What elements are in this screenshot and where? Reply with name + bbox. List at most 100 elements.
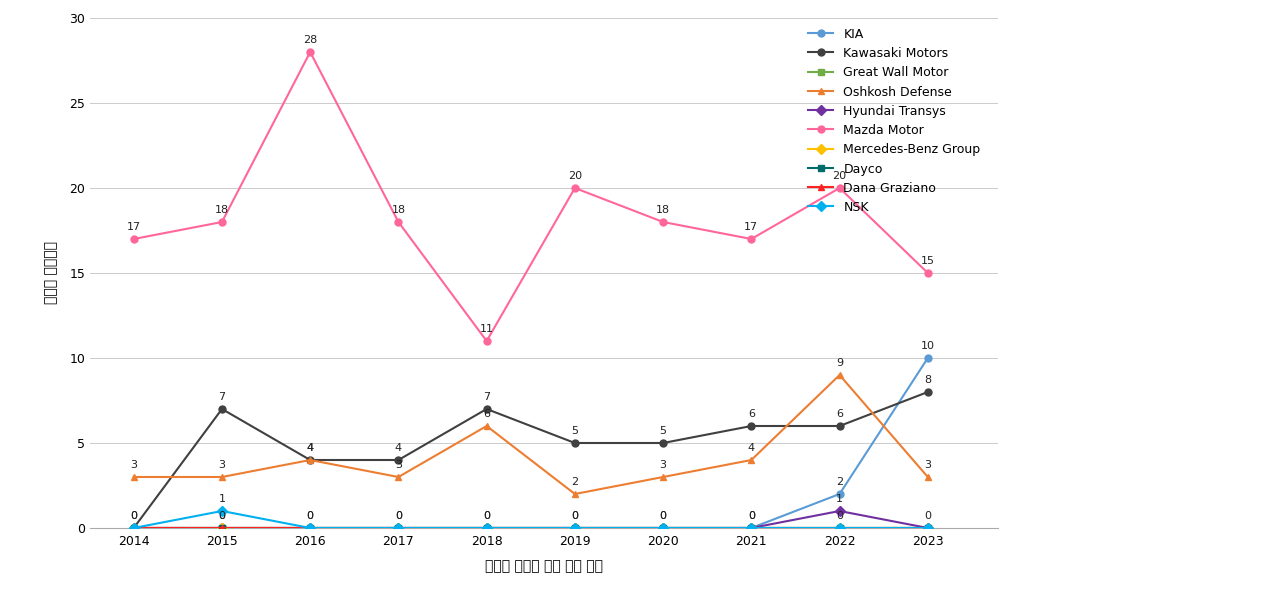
Text: 4: 4 bbox=[394, 443, 402, 453]
Text: 4: 4 bbox=[307, 443, 314, 453]
Text: 3: 3 bbox=[219, 460, 225, 470]
Mercedes-Benz Group bbox=[832, 524, 847, 532]
Mazda Motor bbox=[655, 218, 671, 226]
Oshkosh Defense bbox=[832, 371, 847, 379]
Line: Kawasaki Motors: Kawasaki Motors bbox=[131, 389, 932, 532]
Text: 0: 0 bbox=[836, 511, 844, 521]
Dayco bbox=[302, 524, 317, 532]
NSK bbox=[567, 524, 582, 532]
Kawasaki Motors bbox=[390, 457, 406, 464]
Kawasaki Motors bbox=[920, 388, 936, 395]
Text: 0: 0 bbox=[219, 511, 225, 521]
Mazda Motor bbox=[125, 235, 141, 242]
Text: 2: 2 bbox=[571, 477, 579, 487]
Mercedes-Benz Group bbox=[744, 524, 759, 532]
NSK bbox=[390, 524, 406, 532]
Hyundai Transys bbox=[655, 524, 671, 532]
Dayco bbox=[920, 524, 936, 532]
Text: 8: 8 bbox=[924, 375, 932, 385]
Dana Graziano bbox=[214, 524, 229, 532]
Dana Graziano bbox=[655, 524, 671, 532]
Hyundai Transys bbox=[390, 524, 406, 532]
X-axis label: 심사관 피인용 특허 발행 연도: 심사관 피인용 특허 발행 연도 bbox=[485, 559, 603, 573]
Dana Graziano bbox=[832, 524, 847, 532]
Dana Graziano bbox=[125, 524, 141, 532]
Oshkosh Defense bbox=[655, 473, 671, 481]
Text: 3: 3 bbox=[659, 460, 667, 470]
Text: 5: 5 bbox=[659, 426, 667, 436]
Hyundai Transys bbox=[920, 524, 936, 532]
Great Wall Motor bbox=[920, 524, 936, 532]
Text: 9: 9 bbox=[836, 358, 844, 368]
Text: 3: 3 bbox=[396, 460, 402, 470]
Oshkosh Defense bbox=[920, 473, 936, 481]
Text: 0: 0 bbox=[483, 511, 490, 521]
NSK bbox=[214, 508, 229, 515]
Text: 0: 0 bbox=[396, 511, 402, 521]
Dayco bbox=[655, 524, 671, 532]
Line: KIA: KIA bbox=[131, 355, 932, 532]
Dana Graziano bbox=[744, 524, 759, 532]
KIA bbox=[832, 490, 847, 497]
KIA bbox=[744, 524, 759, 532]
Oshkosh Defense bbox=[214, 473, 229, 481]
Mercedes-Benz Group bbox=[479, 524, 494, 532]
NSK bbox=[920, 524, 936, 532]
Dayco bbox=[125, 524, 141, 532]
KIA bbox=[125, 524, 141, 532]
Hyundai Transys bbox=[744, 524, 759, 532]
Oshkosh Defense bbox=[302, 457, 317, 464]
Hyundai Transys bbox=[214, 524, 229, 532]
Text: 0: 0 bbox=[924, 511, 932, 521]
NSK bbox=[744, 524, 759, 532]
NSK bbox=[832, 524, 847, 532]
Great Wall Motor bbox=[567, 524, 582, 532]
KIA bbox=[567, 524, 582, 532]
KIA bbox=[920, 355, 936, 362]
Text: 18: 18 bbox=[215, 205, 229, 215]
Text: 0: 0 bbox=[748, 511, 755, 521]
Mazda Motor bbox=[214, 218, 229, 226]
Mazda Motor bbox=[479, 337, 494, 344]
Hyundai Transys bbox=[567, 524, 582, 532]
Text: 2: 2 bbox=[836, 477, 844, 487]
Text: 3: 3 bbox=[924, 460, 932, 470]
Text: 28: 28 bbox=[303, 35, 317, 45]
Text: 0: 0 bbox=[571, 511, 579, 521]
Mazda Motor bbox=[567, 184, 582, 191]
Oshkosh Defense bbox=[744, 457, 759, 464]
Kawasaki Motors bbox=[655, 439, 671, 446]
Kawasaki Motors bbox=[125, 524, 141, 532]
Mercedes-Benz Group bbox=[655, 524, 671, 532]
Great Wall Motor bbox=[744, 524, 759, 532]
Kawasaki Motors bbox=[302, 457, 317, 464]
Text: 1: 1 bbox=[219, 494, 225, 504]
Kawasaki Motors bbox=[567, 439, 582, 446]
Dana Graziano bbox=[920, 524, 936, 532]
Line: Great Wall Motor: Great Wall Motor bbox=[131, 524, 932, 532]
Y-axis label: 심사관 피인용수: 심사관 피인용수 bbox=[45, 241, 59, 304]
Great Wall Motor bbox=[832, 524, 847, 532]
Text: 0: 0 bbox=[659, 511, 667, 521]
Text: 0: 0 bbox=[396, 511, 402, 521]
Kawasaki Motors bbox=[479, 406, 494, 413]
Mazda Motor bbox=[744, 235, 759, 242]
Hyundai Transys bbox=[479, 524, 494, 532]
Mazda Motor bbox=[832, 184, 847, 191]
Text: 0: 0 bbox=[659, 511, 667, 521]
Dana Graziano bbox=[302, 524, 317, 532]
Mercedes-Benz Group bbox=[302, 524, 317, 532]
Text: 6: 6 bbox=[748, 409, 755, 419]
Text: 5: 5 bbox=[571, 426, 579, 436]
Dayco bbox=[744, 524, 759, 532]
NSK bbox=[479, 524, 494, 532]
Text: 10: 10 bbox=[920, 341, 934, 351]
Dana Graziano bbox=[479, 524, 494, 532]
Great Wall Motor bbox=[125, 524, 141, 532]
NSK bbox=[655, 524, 671, 532]
Text: 0: 0 bbox=[131, 511, 137, 521]
Mercedes-Benz Group bbox=[567, 524, 582, 532]
Text: 3: 3 bbox=[131, 460, 137, 470]
Text: 0: 0 bbox=[131, 511, 137, 521]
Great Wall Motor bbox=[479, 524, 494, 532]
